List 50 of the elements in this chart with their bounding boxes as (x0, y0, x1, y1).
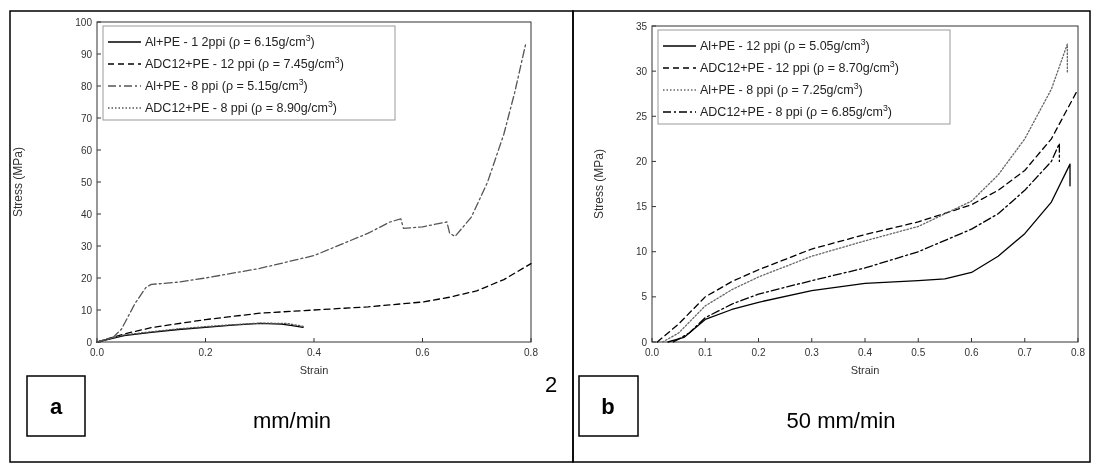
y-tick-label: 30 (635, 65, 648, 77)
x-tick-label: 0.2 (198, 347, 213, 358)
x-axis-title: Strain (850, 364, 880, 376)
legend-label: Al+PE - 1 2ppi (ρ = 6.15g/cm$^{3}$) (145, 33, 315, 49)
y-tick-label: 0 (641, 336, 648, 348)
x-tick-label: 0.6 (415, 347, 430, 358)
x-tick-label: 0.1 (698, 347, 713, 358)
legend-label: ADC12+PE - 12 ppi (ρ = 8.70g/cm$^{3}$) (700, 59, 899, 75)
y-tick-label: 50 (80, 176, 93, 188)
y-tick-label: 0 (86, 336, 93, 348)
x-tick-label: 0.7 (1017, 347, 1033, 358)
text: 50 mm/min (786, 408, 896, 433)
y-tick-label: 90 (80, 48, 93, 60)
legend-label: ADC12+PE - 8 ppi (ρ = 8.90g/cm$^{3}$) (145, 99, 337, 115)
y-tick-label: 5 (641, 291, 648, 303)
y-tick-label: 70 (80, 112, 93, 124)
x-axis-title: Strain (299, 364, 329, 376)
x-tick-label: 0.5 (911, 347, 926, 358)
y-tick-label: 20 (80, 272, 93, 284)
y-tick-label: 10 (635, 246, 648, 258)
y-tick-label: 20 (635, 155, 648, 167)
x-tick-label: 0.2 (751, 347, 766, 358)
y-axis-title: Stress (MPa) (592, 148, 606, 220)
y-tick-label: 100 (75, 16, 93, 28)
x-tick-label: 0.0 (645, 347, 660, 358)
text: 2 (544, 372, 558, 397)
x-tick-label: 0.8 (1071, 347, 1086, 358)
y-tick-label: 25 (635, 110, 648, 122)
y-tick-label: 35 (635, 20, 648, 32)
x-tick-label: 0.0 (90, 347, 105, 358)
y-tick-label: 30 (80, 240, 93, 252)
y-tick-label: 60 (80, 144, 93, 156)
y-tick-label: 10 (80, 304, 93, 316)
y-tick-label: 80 (80, 80, 93, 92)
legend-label: ADC12+PE - 8 ppi (ρ = 6.85g/cm$^{3}$) (700, 103, 892, 119)
x-tick-label: 0.6 (964, 347, 979, 358)
x-tick-label: 0.4 (858, 347, 873, 358)
text: b (601, 394, 615, 419)
y-axis-title: Stress (MPa) (11, 146, 25, 218)
y-tick-label: 40 (80, 208, 93, 220)
x-tick-label: 0.3 (804, 347, 820, 358)
y-tick-label: 15 (635, 201, 648, 213)
x-tick-label: 0.8 (524, 347, 539, 358)
text: mm/min (252, 408, 332, 433)
legend-label: Al+PE - 12 ppi (ρ = 5.05g/cm$^{3}$) (700, 37, 870, 53)
text: a (49, 394, 63, 419)
legend-label: Al+PE - 8 ppi (ρ = 7.25g/cm$^{3}$) (700, 81, 863, 97)
legend-label: ADC12+PE - 12 ppi (ρ = 7.45g/cm$^{3}$) (145, 55, 344, 71)
x-tick-label: 0.4 (307, 347, 322, 358)
legend-label: Al+PE - 8 ppi (ρ = 5.15g/cm$^{3}$) (145, 77, 308, 93)
